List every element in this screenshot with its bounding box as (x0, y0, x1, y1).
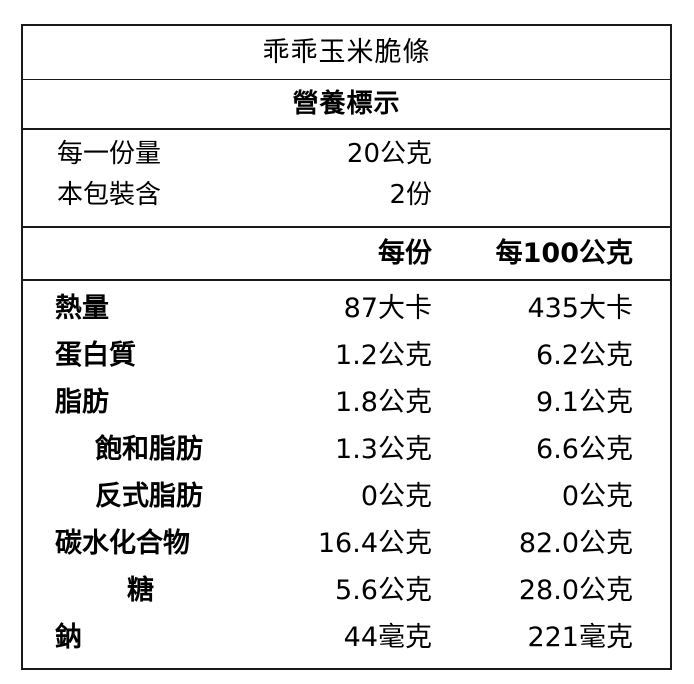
nutrient-name: 飽和脂肪 (95, 434, 203, 465)
nutrient-rows-container: 熱量 87大卡 435大卡蛋白質 1.2公克 6.2公克脂肪 1.8公克 9.1公克飽和脂肪… (23, 281, 670, 668)
nutrient-row: 糖 5.6公克 28.0公克 (23, 567, 670, 614)
nutrient-name: 反式脂肪 (95, 481, 203, 512)
nutrient-row: 飽和脂肪 1.3公克 6.6公克 (23, 426, 670, 473)
panel-title-row: 營養標示 (23, 80, 670, 130)
nutrient-name: 蛋白質 (55, 340, 136, 371)
nutrient-row: 熱量 87大卡 435大卡 (23, 285, 670, 332)
nutrient-name: 熱量 (55, 293, 109, 324)
nutrient-value-per-serving: 87大卡 (343, 293, 432, 324)
nutrient-value-per-serving: 16.4公克 (317, 528, 432, 559)
nutrient-name: 碳水化合物 (55, 528, 190, 559)
column-header-per-100g: 每100公克 (495, 238, 633, 269)
product-title: 乖乖玉米脆條 (262, 37, 431, 68)
nutrient-value-per-serving: 44毫克 (343, 622, 432, 653)
serving-size-value: 20公克 (346, 139, 432, 169)
nutrient-row: 鈉 44毫克 221毫克 (23, 614, 670, 661)
panel-title: 營養標示 (292, 89, 401, 119)
nutrient-row: 脂肪 1.8公克 9.1公克 (23, 379, 670, 426)
serving-size-label: 每一份量 (57, 139, 162, 169)
product-title-row: 乖乖玉米脆條 (23, 26, 670, 80)
column-header-per-serving: 每份 (378, 238, 432, 269)
nutrient-row: 反式脂肪 0公克 0公克 (23, 473, 670, 520)
nutrient-value-per-serving: 5.6公克 (335, 575, 432, 606)
nutrient-value-per-100g: 28.0公克 (518, 575, 633, 606)
nutrient-value-per-serving: 0公克 (360, 481, 432, 512)
nutrient-value-per-serving: 1.8公克 (335, 387, 432, 418)
nutrient-value-per-serving: 1.2公克 (335, 340, 432, 371)
nutrient-value-per-100g: 9.1公克 (536, 387, 633, 418)
nutrient-name: 糖 (127, 575, 154, 606)
nutrient-name: 鈉 (55, 622, 82, 653)
nutrient-name: 脂肪 (55, 387, 109, 418)
serving-size-row: 每一份量 20公克 (23, 141, 670, 182)
nutrient-value-per-100g: 6.6公克 (536, 434, 633, 465)
servings-per-container-label: 本包裝含 (57, 180, 162, 210)
nutrient-value-per-100g: 6.2公克 (536, 340, 633, 371)
nutrient-value-per-serving: 1.3公克 (335, 434, 432, 465)
servings-per-container-value: 2份 (389, 180, 432, 210)
nutrient-row: 碳水化合物 16.4公克 82.0公克 (23, 520, 670, 567)
serving-information-block: 每一份量 20公克 本包裝含 2份 (23, 130, 670, 228)
nutrient-value-per-100g: 435大卡 (527, 293, 633, 324)
nutrient-value-per-100g: 0公克 (561, 481, 633, 512)
nutrient-value-per-100g: 82.0公克 (518, 528, 633, 559)
nutrient-value-per-100g: 221毫克 (527, 622, 633, 653)
nutrient-row: 蛋白質 1.2公克 6.2公克 (23, 332, 670, 379)
nutrition-label-panel: 乖乖玉米脆條 營養標示 每一份量 20公克 本包裝含 2份 每份 每100公克 … (21, 24, 672, 670)
servings-per-container-row: 本包裝含 2份 (23, 182, 670, 223)
column-header-row: 每份 每100公克 (23, 228, 670, 281)
